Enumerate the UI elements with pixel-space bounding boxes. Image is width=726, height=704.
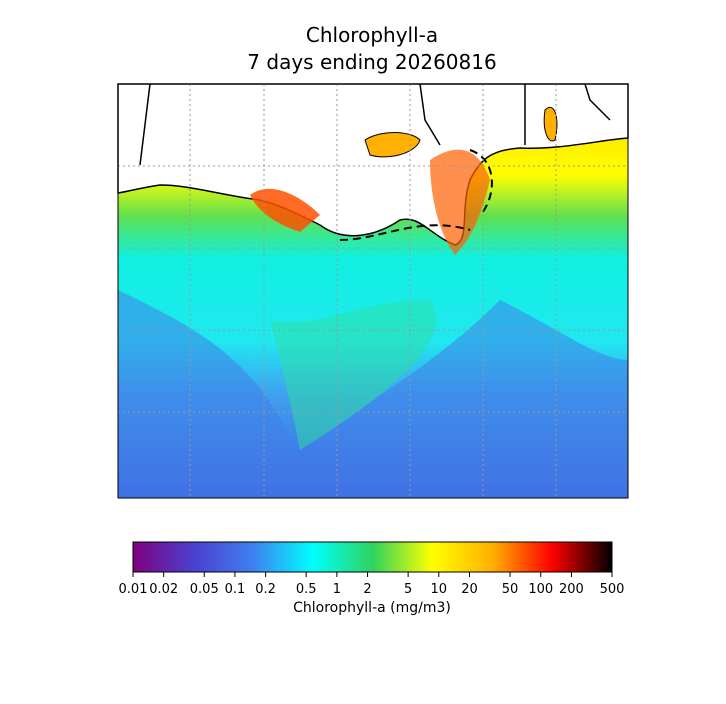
- colorbar-tick-label: 0.5: [296, 582, 317, 597]
- colorbar-tick-label: 500: [600, 582, 625, 597]
- graticule: [118, 84, 628, 498]
- colorbar: Chlorophyll-a (mg/m3) 0.01 0.02 0.05 0.1 0.2…: [119, 541, 625, 616]
- colorbar-tick-label: 50: [502, 582, 519, 597]
- colorbar-tick-label: 1: [333, 582, 341, 597]
- colorbar-tick-label: 200: [559, 582, 584, 597]
- colorbar-tick-label: 5: [404, 582, 412, 597]
- map: [117, 83, 629, 499]
- colorbar-tick-label: 0.2: [255, 582, 276, 597]
- lake: [364, 132, 421, 158]
- colorbar-tick-label: 10: [431, 582, 448, 597]
- colorbar-tick-label: 20: [461, 582, 478, 597]
- colorbar-tick-label: 0.02: [149, 582, 178, 597]
- title: Chlorophyll-a: [306, 23, 438, 47]
- lake: [543, 107, 558, 142]
- state-border: [139, 83, 611, 166]
- high-chlorophyll: [430, 149, 490, 255]
- colorbar-label: Chlorophyll-a (mg/m3): [293, 600, 451, 616]
- open-water: [118, 290, 628, 498]
- plume: [270, 300, 437, 450]
- colorbar-bar: [132, 541, 613, 573]
- map-frame: [117, 83, 629, 499]
- colorbar-tick-label: 0.05: [190, 582, 219, 597]
- subtitle: 7 days ending 20260816: [247, 50, 496, 74]
- high-chlorophyll: [250, 188, 320, 232]
- boundary: [339, 149, 493, 241]
- colorbar-tick-label: 0.01: [119, 582, 148, 597]
- land: [117, 83, 629, 246]
- colorbar-tick-label: 100: [528, 582, 553, 597]
- colorbar-tick-label: 0.1: [225, 582, 246, 597]
- colorbar-tick-label: 2: [363, 582, 371, 597]
